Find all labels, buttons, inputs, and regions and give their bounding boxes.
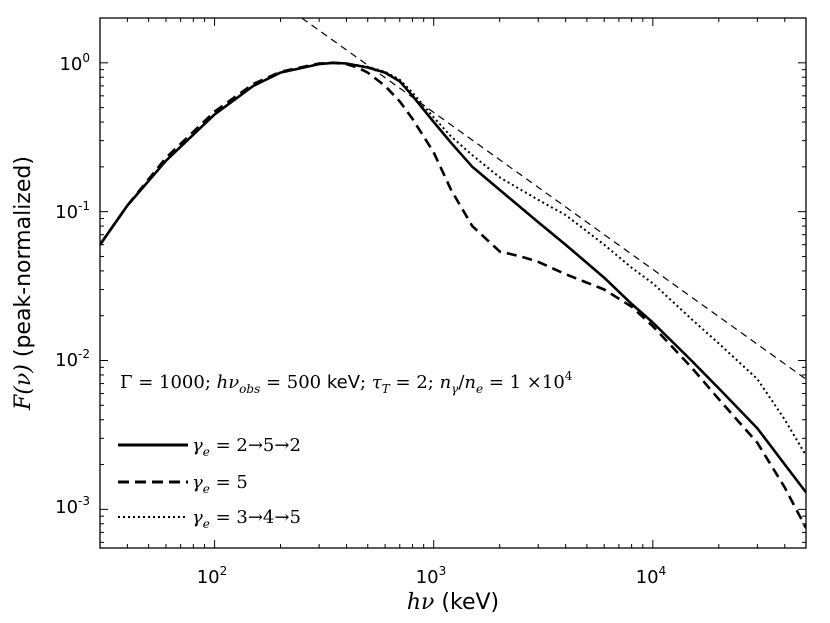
y-tick-label-1e0: 100 xyxy=(59,51,90,75)
tick-layer xyxy=(99,17,807,548)
x-axis-label: hν (keV) xyxy=(407,590,499,615)
series-layer xyxy=(100,18,806,529)
x-tick-label-1000: 103 xyxy=(416,564,447,588)
legend-label-solid: γe = 2→5→2 xyxy=(192,435,301,459)
series-line-thin-dashed xyxy=(301,18,806,380)
x-tick-label-10000: 104 xyxy=(636,564,667,588)
legend-label-dotted: γe = 3→4→5 xyxy=(192,507,301,531)
y-tick-label-1e-2: 10-2 xyxy=(55,347,90,371)
plot-frame xyxy=(99,17,807,549)
series-line-dotted xyxy=(100,61,806,457)
x-tick-label-100: 102 xyxy=(197,564,228,588)
legend-label-dashed: γe = 5 xyxy=(192,472,248,496)
series-line-solid xyxy=(100,61,806,494)
legend: γe = 2→5→2 γe = 5 γe = 3→4→5 xyxy=(118,435,301,531)
y-axis-label: F(ν) (peak-normalized) xyxy=(11,156,36,411)
y-tick-label-1e-1: 10-1 xyxy=(55,199,90,223)
series-line-dashed xyxy=(100,61,806,529)
y-tick-label-1e-3: 10-3 xyxy=(55,494,90,518)
parameters-annotation: Γ = 1000; hνobs = 500 keV; τT = 2; nγ/ne… xyxy=(120,369,573,396)
